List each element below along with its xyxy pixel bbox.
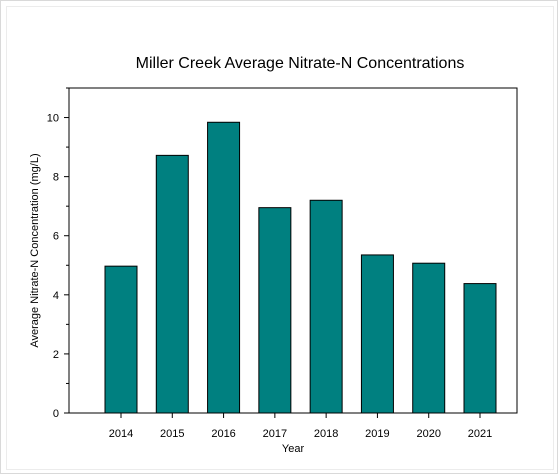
y-tick-label-0: 0 — [53, 408, 59, 420]
x-tick-label-2018: 2018 — [314, 428, 338, 440]
chart-title: Miller Creek Average Nitrate-N Concentra… — [136, 55, 465, 72]
y-tick-label-4: 4 — [53, 290, 59, 302]
chart-inner-border — [6, 6, 554, 470]
bar-2016 — [207, 121, 241, 414]
y-tick-label-8: 8 — [53, 172, 59, 184]
x-tick-label-2017: 2017 — [263, 428, 287, 440]
y-axis-label: Average Nitrate-N Concentration (mg/L) — [29, 153, 41, 347]
y-tick-label-2: 2 — [53, 349, 59, 361]
bar-2017 — [258, 207, 292, 414]
x-tick-label-2016: 2016 — [211, 428, 235, 440]
bar-2018 — [309, 199, 343, 414]
bar-2014 — [104, 265, 138, 414]
x-tick-label-2020: 2020 — [416, 428, 440, 440]
bar-2020 — [412, 262, 446, 414]
y-axis: 0 2 4 6 8 10 — [47, 87, 69, 420]
bar-2021 — [463, 283, 497, 414]
x-tick-label-2021: 2021 — [468, 428, 492, 440]
x-tick-label-2015: 2015 — [160, 428, 184, 440]
bars-group — [104, 121, 497, 414]
bar-2019 — [360, 254, 394, 414]
bar-2015 — [155, 154, 189, 414]
y-tick-label-6: 6 — [53, 231, 59, 243]
x-tick-label-2014: 2014 — [109, 428, 133, 440]
plot-area — [68, 87, 518, 414]
y-tick-label-10: 10 — [47, 113, 59, 125]
x-tick-label-2019: 2019 — [365, 428, 389, 440]
x-axis: 2014 2015 2016 2017 2018 2019 2020 2021 — [109, 413, 492, 440]
x-axis-label: Year — [282, 443, 305, 455]
